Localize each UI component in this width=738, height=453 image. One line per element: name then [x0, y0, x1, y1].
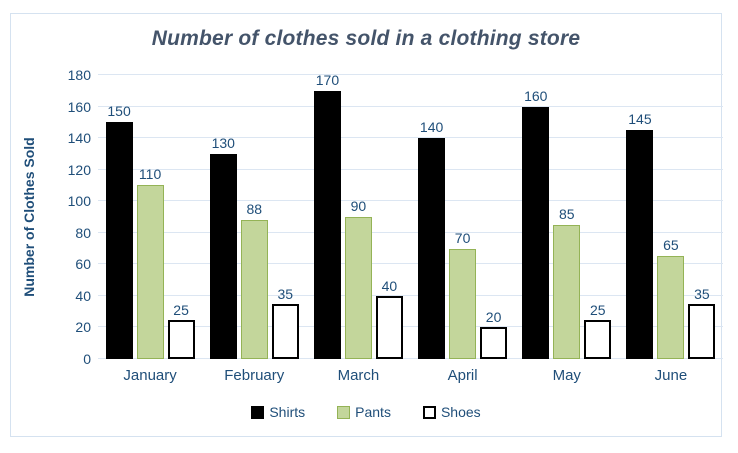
chart-title: Number of clothes sold in a clothing sto…: [151, 27, 581, 50]
bar-shoes-march: 40: [375, 278, 403, 359]
value-label-shirts-february: 130: [211, 134, 235, 151]
y-tick-label-80: 80: [75, 224, 91, 241]
value-label-pants-march: 90: [350, 198, 367, 214]
legend-label-shoes: Shoes: [440, 404, 481, 420]
bar-group-march: 170 90 40: [306, 72, 410, 359]
y-axis-title: Number of Clothes Sold: [21, 137, 37, 297]
bar-group-april: 140 70 20: [411, 75, 515, 359]
x-label-june: June: [654, 367, 688, 384]
value-label-shoes-april: 20: [485, 309, 502, 326]
gridline-160: [98, 105, 723, 107]
bar-shirts-march: 170: [313, 72, 341, 359]
bar-shirts-january: 150: [105, 103, 133, 359]
y-tick-label-160: 160: [67, 98, 91, 115]
y-tick-label-60: 60: [75, 256, 91, 273]
bar-pants-february: 88: [240, 201, 268, 359]
gridline-100: [98, 200, 723, 202]
value-label-shirts-april: 140: [419, 119, 444, 136]
bar-pants-april: 70: [449, 230, 477, 359]
value-label-pants-june: 65: [663, 237, 679, 254]
legend-swatch-pants: [337, 405, 351, 419]
bar-pants-june: 65: [657, 237, 685, 359]
bar-pants-january: 110: [136, 166, 164, 359]
value-label-pants-february: 88: [246, 201, 263, 218]
x-label-march: March: [337, 367, 380, 384]
value-label-pants-january: 110: [138, 166, 162, 183]
legend-label-pants: Pants: [355, 404, 391, 420]
value-label-shirts-may: 160: [524, 87, 548, 104]
y-tick-label-20: 20: [75, 319, 91, 336]
bar-shoes-january: 25: [167, 302, 195, 359]
value-label-pants-may: 85: [558, 205, 575, 222]
y-tick-label-40: 40: [75, 287, 91, 304]
gridline-0: [98, 358, 723, 359]
x-axis-labels: January February March April May June: [98, 367, 723, 384]
x-label-april: April: [447, 367, 478, 384]
bar-pants-may: 85: [553, 206, 581, 359]
bar-shirts-april: 140: [418, 119, 446, 359]
legend-item-shirts: Shirts: [251, 404, 305, 420]
x-label-january: January: [123, 367, 177, 384]
value-label-shirts-march: 170: [315, 71, 340, 88]
bar-groups: 150 110 25 130 88 35 170 90 40 140 70 20 160 85 25 145 6…: [98, 72, 723, 359]
bar-shoes-april: 20: [480, 309, 508, 359]
gridline-140: [98, 137, 723, 139]
gridline-180: [98, 74, 723, 75]
bar-shoes-may: 25: [584, 302, 612, 359]
bar-shoes-june: 35: [688, 286, 716, 359]
y-tick-label-100: 100: [67, 193, 91, 210]
y-tick-label-140: 140: [67, 130, 91, 147]
legend-swatch-shirts: [251, 405, 265, 419]
x-label-february: February: [224, 367, 285, 384]
value-label-shoes-march: 40: [381, 277, 398, 294]
legend-label-shirts: Shirts: [269, 404, 306, 420]
gridline-60: [98, 263, 723, 265]
value-label-shirts-january: 150: [107, 103, 131, 120]
legend: Shirts Pants Shoes: [11, 404, 721, 420]
chart-frame: Number of clothes sold in a clothing sto…: [10, 13, 723, 437]
value-label-shirts-june: 145: [628, 111, 652, 128]
plot-area: 150 110 25 130 88 35 170 90 40 140 70 20 160 85 25 145 6…: [98, 72, 723, 359]
bar-pants-march: 90: [344, 198, 372, 359]
value-label-shoes-may: 25: [589, 301, 606, 318]
value-label-pants-april: 70: [454, 229, 471, 246]
bar-group-may: 160 85 25: [515, 75, 619, 359]
legend-item-shoes: Shoes: [422, 404, 481, 420]
bar-group-february: 130 88 35: [202, 75, 306, 359]
value-label-shoes-june: 35: [694, 285, 710, 302]
bar-group-january: 150 110 25: [98, 75, 202, 359]
legend-item-pants: Pants: [337, 404, 391, 420]
bar-shoes-february: 35: [271, 286, 299, 359]
gridline-120: [98, 168, 723, 170]
legend-swatch-shoes: [422, 405, 436, 419]
gridlines: [98, 74, 723, 359]
y-tick-label-180: 180: [67, 67, 91, 83]
value-label-shoes-february: 35: [277, 285, 294, 302]
y-tick-label-0: 0: [83, 351, 91, 367]
bar-shirts-february: 130: [209, 135, 237, 359]
x-label-may: May: [552, 367, 581, 384]
bar-shirts-june: 145: [626, 111, 654, 359]
y-axis-ticks: 0 20 40 60 80 100 120 140 160 180: [47, 67, 91, 367]
value-label-shoes-january: 25: [173, 301, 189, 318]
y-tick-label-120: 120: [67, 161, 91, 178]
gridline-80: [98, 231, 723, 233]
bar-group-june: 145 65 35: [619, 75, 723, 359]
bar-shirts-may: 160: [522, 88, 550, 359]
gridline-20: [98, 326, 723, 328]
gridline-40: [98, 294, 723, 296]
